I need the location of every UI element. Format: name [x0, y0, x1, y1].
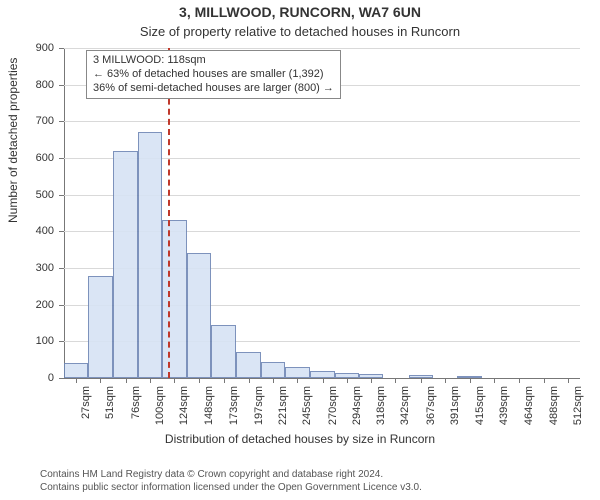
x-tick-label: 197sqm	[253, 386, 265, 425]
x-tick-label: 294sqm	[351, 386, 363, 425]
histogram-bar	[138, 132, 162, 378]
x-tick-label: 173sqm	[228, 386, 240, 425]
histogram-bar	[64, 363, 88, 378]
footer-attribution: Contains HM Land Registry data © Crown c…	[40, 469, 422, 494]
y-tick-mark	[59, 268, 64, 269]
footer-line2: Contains public sector information licen…	[40, 482, 422, 495]
x-tick-mark	[100, 378, 101, 383]
x-tick-mark	[494, 378, 495, 383]
x-tick-label: 464sqm	[523, 386, 535, 425]
histogram-bar	[162, 220, 186, 378]
y-tick-label: 100	[36, 335, 54, 347]
x-tick-mark	[519, 378, 520, 383]
x-tick-label: 270sqm	[327, 386, 339, 425]
x-tick-mark	[395, 378, 396, 383]
x-tick-label: 148sqm	[203, 386, 215, 425]
x-tick-mark	[297, 378, 298, 383]
x-tick-mark	[126, 378, 127, 383]
y-tick-mark	[59, 305, 64, 306]
x-tick-mark	[445, 378, 446, 383]
y-tick-mark	[59, 85, 64, 86]
y-axis-label: Number of detached properties	[6, 58, 20, 223]
y-tick-label: 400	[36, 225, 54, 237]
x-tick-label: 318sqm	[375, 386, 387, 425]
y-tick-mark	[59, 195, 64, 196]
x-tick-mark	[150, 378, 151, 383]
histogram-bar	[113, 151, 138, 378]
y-tick-label: 500	[36, 189, 54, 201]
annotation-line: 36% of semi-detached houses are larger (…	[93, 82, 334, 96]
y-tick-label: 200	[36, 299, 54, 311]
x-tick-label: 51sqm	[104, 386, 116, 419]
y-tick-label: 800	[36, 79, 54, 91]
y-tick-label: 600	[36, 152, 54, 164]
y-tick-label: 300	[36, 262, 54, 274]
gridline	[64, 121, 580, 122]
y-tick-label: 700	[36, 115, 54, 127]
x-axis-label: Distribution of detached houses by size …	[0, 432, 600, 446]
x-tick-label: 512sqm	[572, 386, 584, 425]
histogram-bar	[261, 362, 285, 379]
x-tick-label: 415sqm	[474, 386, 486, 425]
y-tick-mark	[59, 121, 64, 122]
x-tick-mark	[371, 378, 372, 383]
x-tick-label: 100sqm	[154, 386, 166, 425]
x-tick-label: 439sqm	[498, 386, 510, 425]
y-tick-label: 0	[48, 372, 54, 384]
annotation-box: 3 MILLWOOD: 118sqm← 63% of detached hous…	[86, 50, 341, 99]
histogram-bar	[88, 276, 112, 378]
x-tick-mark	[249, 378, 250, 383]
histogram-bar	[211, 325, 236, 378]
x-tick-mark	[174, 378, 175, 383]
histogram-bar	[310, 371, 334, 378]
x-tick-mark	[199, 378, 200, 383]
x-tick-label: 367sqm	[425, 386, 437, 425]
y-tick-mark	[59, 341, 64, 342]
x-tick-mark	[76, 378, 77, 383]
plot-area: 010020030040050060070080090027sqm51sqm76…	[64, 48, 580, 378]
x-tick-mark	[347, 378, 348, 383]
x-tick-label: 27sqm	[80, 386, 92, 419]
x-tick-label: 76sqm	[130, 386, 142, 419]
y-tick-mark	[59, 378, 64, 379]
x-tick-mark	[273, 378, 274, 383]
x-tick-label: 342sqm	[399, 386, 411, 425]
chart-title-line2: Size of property relative to detached ho…	[0, 24, 600, 39]
x-tick-mark	[544, 378, 545, 383]
annotation-line: 3 MILLWOOD: 118sqm	[93, 54, 334, 68]
y-tick-mark	[59, 48, 64, 49]
gridline	[64, 48, 580, 49]
x-tick-mark	[568, 378, 569, 383]
y-tick-mark	[59, 158, 64, 159]
x-tick-mark	[470, 378, 471, 383]
x-tick-label: 221sqm	[277, 386, 289, 425]
y-tick-label: 900	[36, 42, 54, 54]
x-tick-label: 488sqm	[548, 386, 560, 425]
y-axis-line	[64, 48, 65, 378]
y-tick-mark	[59, 231, 64, 232]
histogram-bar	[285, 367, 310, 378]
x-tick-mark	[421, 378, 422, 383]
annotation-line: ← 63% of detached houses are smaller (1,…	[93, 68, 334, 82]
x-tick-label: 391sqm	[449, 386, 461, 425]
histogram-bar	[236, 352, 260, 378]
x-tick-mark	[323, 378, 324, 383]
x-tick-label: 124sqm	[178, 386, 190, 425]
chart-title-line1: 3, MILLWOOD, RUNCORN, WA7 6UN	[0, 4, 600, 20]
x-tick-label: 245sqm	[301, 386, 313, 425]
histogram-bar	[187, 253, 211, 378]
x-tick-mark	[224, 378, 225, 383]
footer-line1: Contains HM Land Registry data © Crown c…	[40, 469, 422, 482]
